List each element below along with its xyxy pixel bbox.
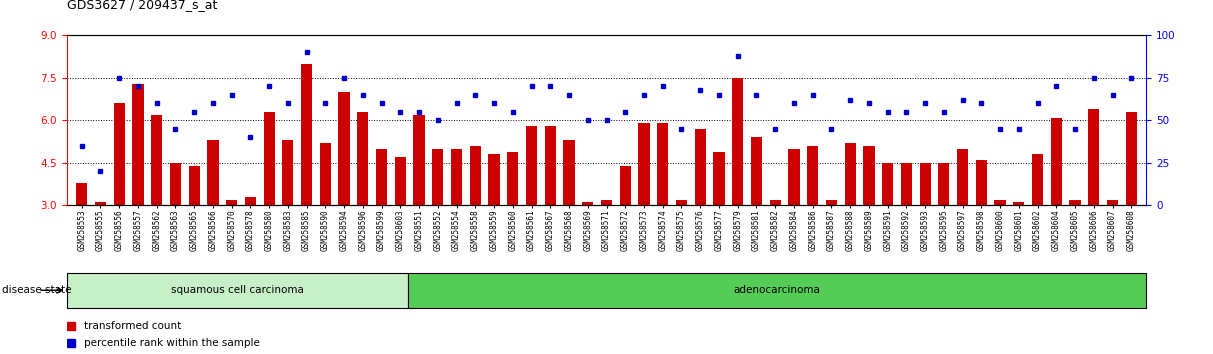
Bar [283,140,294,205]
Bar [788,149,799,205]
Bar [938,163,950,205]
Bar [826,200,837,205]
Bar [713,152,724,205]
Bar [600,200,613,205]
Bar [394,157,406,205]
Bar [489,154,500,205]
Bar [1126,112,1137,205]
Bar [469,146,480,205]
Bar [451,149,462,205]
Bar [414,115,425,205]
Bar [864,146,875,205]
Bar [807,146,819,205]
Bar [882,163,893,205]
Bar [67,273,408,308]
Bar [338,92,349,205]
Bar [620,166,631,205]
Bar [1088,109,1099,205]
Bar [1107,200,1118,205]
Bar [733,78,744,205]
Bar [320,143,331,205]
Bar [188,166,200,205]
Bar [207,140,218,205]
Bar [376,149,387,205]
Bar [1032,154,1043,205]
Text: transformed count: transformed count [84,321,181,331]
Bar [170,163,181,205]
Bar [695,129,706,205]
Bar [432,149,444,205]
Bar [676,200,687,205]
Bar [408,273,1146,308]
Text: percentile rank within the sample: percentile rank within the sample [84,338,260,348]
Bar [95,202,106,205]
Bar [582,202,593,205]
Bar [844,143,856,205]
Bar [975,160,987,205]
Text: GDS3627 / 209437_s_at: GDS3627 / 209437_s_at [67,0,217,11]
Bar [995,200,1006,205]
Text: disease state: disease state [2,285,72,295]
Bar [1050,118,1061,205]
Bar [1013,202,1025,205]
Bar [563,140,575,205]
Bar [263,112,275,205]
Bar [919,163,930,205]
Bar [769,200,781,205]
Bar [357,112,369,205]
Bar [152,115,163,205]
Bar [114,103,125,205]
Bar [526,126,537,205]
Bar [657,123,668,205]
Bar [1070,200,1081,205]
Bar [301,64,312,205]
Bar [751,137,762,205]
Bar [545,126,556,205]
Bar [507,152,518,205]
Bar [901,163,912,205]
Text: squamous cell carcinoma: squamous cell carcinoma [171,285,303,295]
Bar [132,84,143,205]
Bar [226,200,238,205]
Bar [957,149,968,205]
Bar [76,183,87,205]
Bar [638,123,650,205]
Bar [245,197,256,205]
Text: adenocarcinoma: adenocarcinoma [734,285,820,295]
